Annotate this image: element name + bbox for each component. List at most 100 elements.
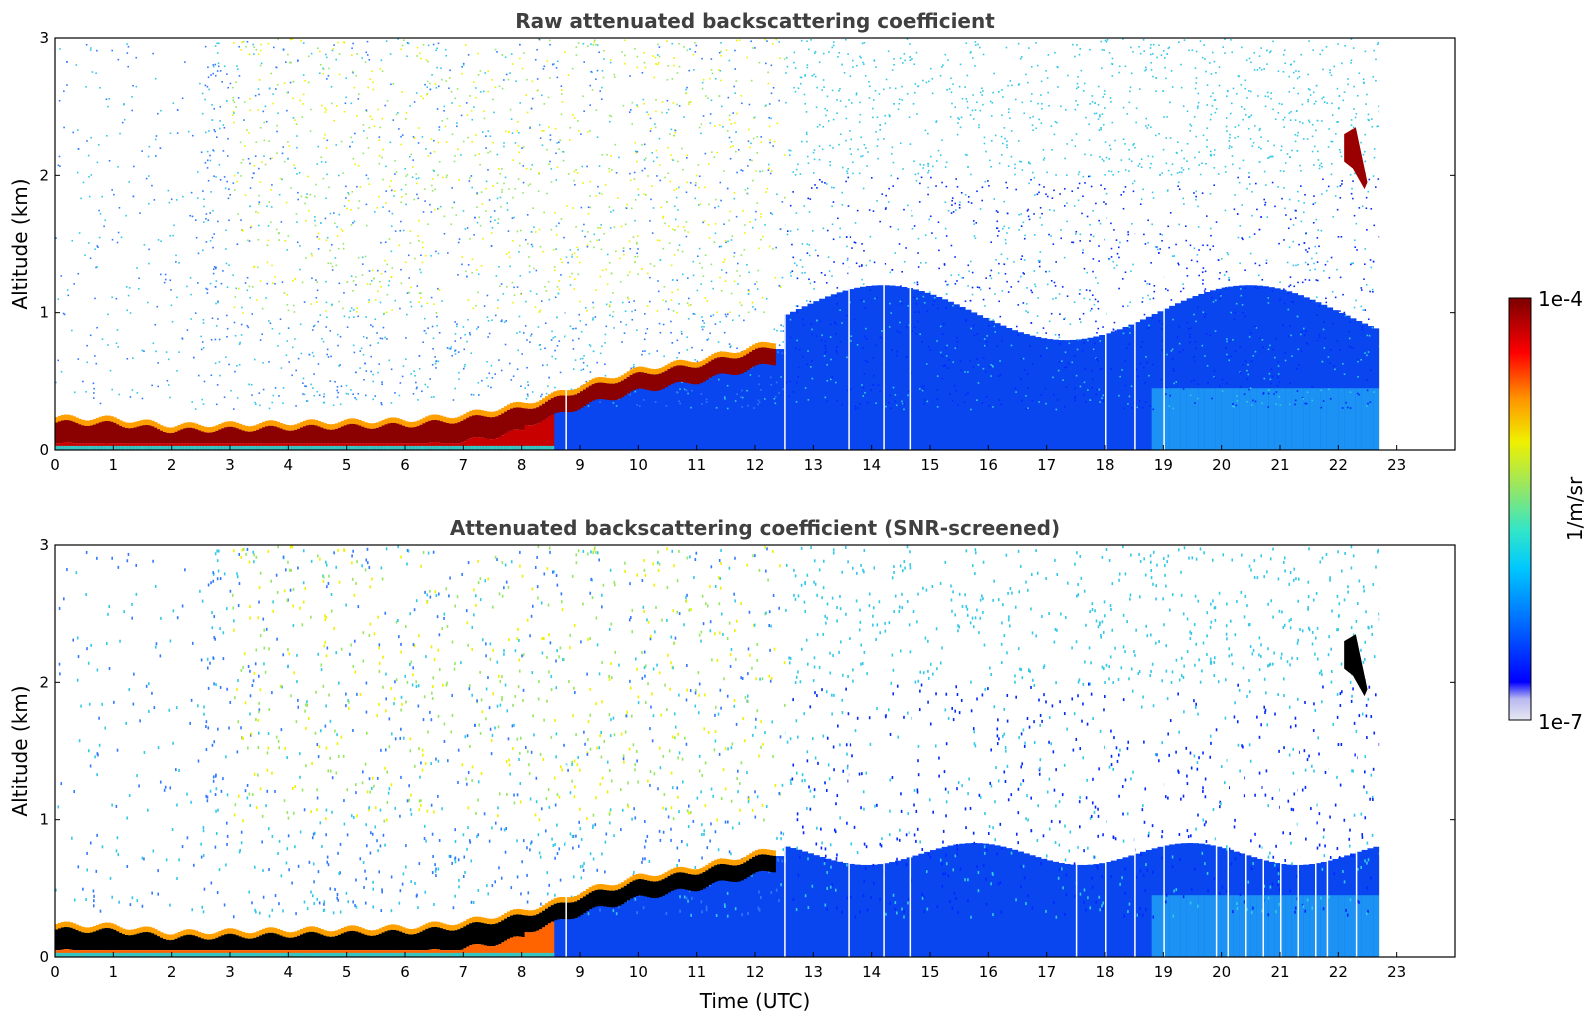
noise-pixel — [380, 59, 383, 62]
noise-pixel — [708, 203, 710, 206]
noise-pixel — [1092, 348, 1095, 351]
noise-pixel — [487, 336, 489, 338]
noise-pixel — [1296, 77, 1299, 80]
noise-pixel — [554, 336, 556, 338]
noise-pixel — [1108, 170, 1110, 172]
noise-pixel — [1002, 142, 1004, 145]
noise-pixel — [237, 97, 240, 99]
noise-pixel — [511, 132, 514, 134]
noise-pixel — [995, 259, 997, 261]
noise-pixel — [370, 324, 372, 326]
noise-pixel — [159, 273, 162, 276]
noise-pixel — [390, 368, 393, 371]
noise-pixel — [993, 198, 996, 200]
noise-pixel — [610, 115, 613, 118]
noise-pixel — [401, 195, 403, 198]
noise-pixel — [767, 163, 770, 166]
noise-pixel — [760, 136, 763, 138]
noise-pixel — [1368, 178, 1371, 181]
noise-pixel — [265, 120, 268, 123]
near-surface-layer — [1186, 388, 1194, 450]
noise-pixel — [671, 78, 674, 80]
noise-pixel — [993, 72, 995, 75]
noise-pixel — [381, 383, 384, 386]
noise-pixel — [968, 270, 970, 273]
noise-pixel — [598, 192, 601, 195]
noise-pixel — [222, 124, 225, 126]
noise-pixel — [583, 354, 585, 357]
noise-pixel — [701, 57, 703, 60]
noise-pixel — [355, 311, 358, 313]
noise-pixel — [667, 308, 670, 311]
noise-pixel — [657, 54, 659, 56]
noise-pixel — [1028, 218, 1031, 221]
noise-pixel — [1339, 185, 1342, 187]
noise-pixel — [824, 350, 827, 353]
noise-pixel — [1210, 154, 1212, 157]
noise-pixel — [845, 180, 847, 183]
noise-pixel — [1234, 126, 1237, 128]
noise-pixel — [815, 106, 818, 109]
noise-pixel — [861, 264, 863, 266]
noise-pixel — [616, 197, 619, 199]
noise-pixel — [1097, 118, 1100, 120]
noise-pixel — [412, 166, 414, 168]
noise-pixel — [1206, 104, 1209, 106]
noise-pixel — [754, 218, 757, 221]
noise-pixel — [450, 90, 453, 93]
noise-pixel — [751, 159, 753, 162]
noise-pixel — [274, 387, 277, 389]
noise-pixel — [1178, 342, 1181, 345]
noise-pixel — [593, 233, 596, 236]
noise-pixel — [421, 241, 424, 244]
noise-pixel — [235, 81, 237, 83]
noise-pixel — [477, 291, 479, 294]
noise-pixel — [337, 41, 339, 44]
noise-pixel — [469, 237, 471, 240]
noise-pixel — [1242, 159, 1245, 162]
noise-pixel — [1233, 208, 1236, 211]
near-surface-layer — [1233, 388, 1240, 450]
noise-pixel — [991, 101, 994, 104]
noise-pixel — [694, 42, 696, 44]
noise-pixel — [317, 47, 319, 50]
noise-pixel — [814, 75, 817, 78]
noise-pixel — [687, 103, 690, 106]
noise-pixel — [401, 44, 404, 47]
noise-pixel — [885, 207, 887, 209]
noise-pixel — [299, 245, 301, 247]
noise-pixel — [801, 266, 804, 268]
noise-pixel — [289, 38, 292, 41]
noise-pixel — [385, 40, 388, 42]
noise-pixel — [1283, 288, 1285, 290]
noise-pixel — [1250, 404, 1253, 406]
noise-pixel — [610, 211, 612, 213]
noise-pixel — [1034, 194, 1036, 196]
noise-pixel — [1254, 262, 1257, 265]
aerosol-column — [568, 395, 575, 450]
noise-pixel — [448, 347, 451, 350]
noise-pixel — [702, 221, 704, 224]
aerosol-column — [1262, 286, 1269, 450]
noise-pixel — [635, 151, 637, 154]
noise-pixel — [691, 389, 693, 392]
noise-pixel — [895, 404, 898, 407]
noise-pixel — [223, 176, 226, 178]
noise-pixel — [196, 171, 199, 173]
noise-pixel — [1006, 257, 1009, 260]
noise-pixel — [1300, 350, 1303, 352]
noise-pixel — [494, 314, 497, 317]
noise-pixel — [1308, 121, 1311, 123]
noise-pixel — [730, 140, 733, 143]
noise-pixel — [724, 313, 727, 316]
noise-pixel — [1311, 257, 1313, 260]
noise-pixel — [1092, 235, 1095, 238]
noise-pixel — [325, 56, 328, 59]
noise-pixel — [372, 88, 375, 91]
noise-pixel — [541, 144, 544, 147]
noise-pixel — [756, 151, 759, 154]
aerosol-column — [1011, 330, 1019, 450]
noise-pixel — [623, 332, 626, 334]
noise-pixel — [830, 358, 832, 361]
noise-pixel — [1064, 405, 1066, 408]
